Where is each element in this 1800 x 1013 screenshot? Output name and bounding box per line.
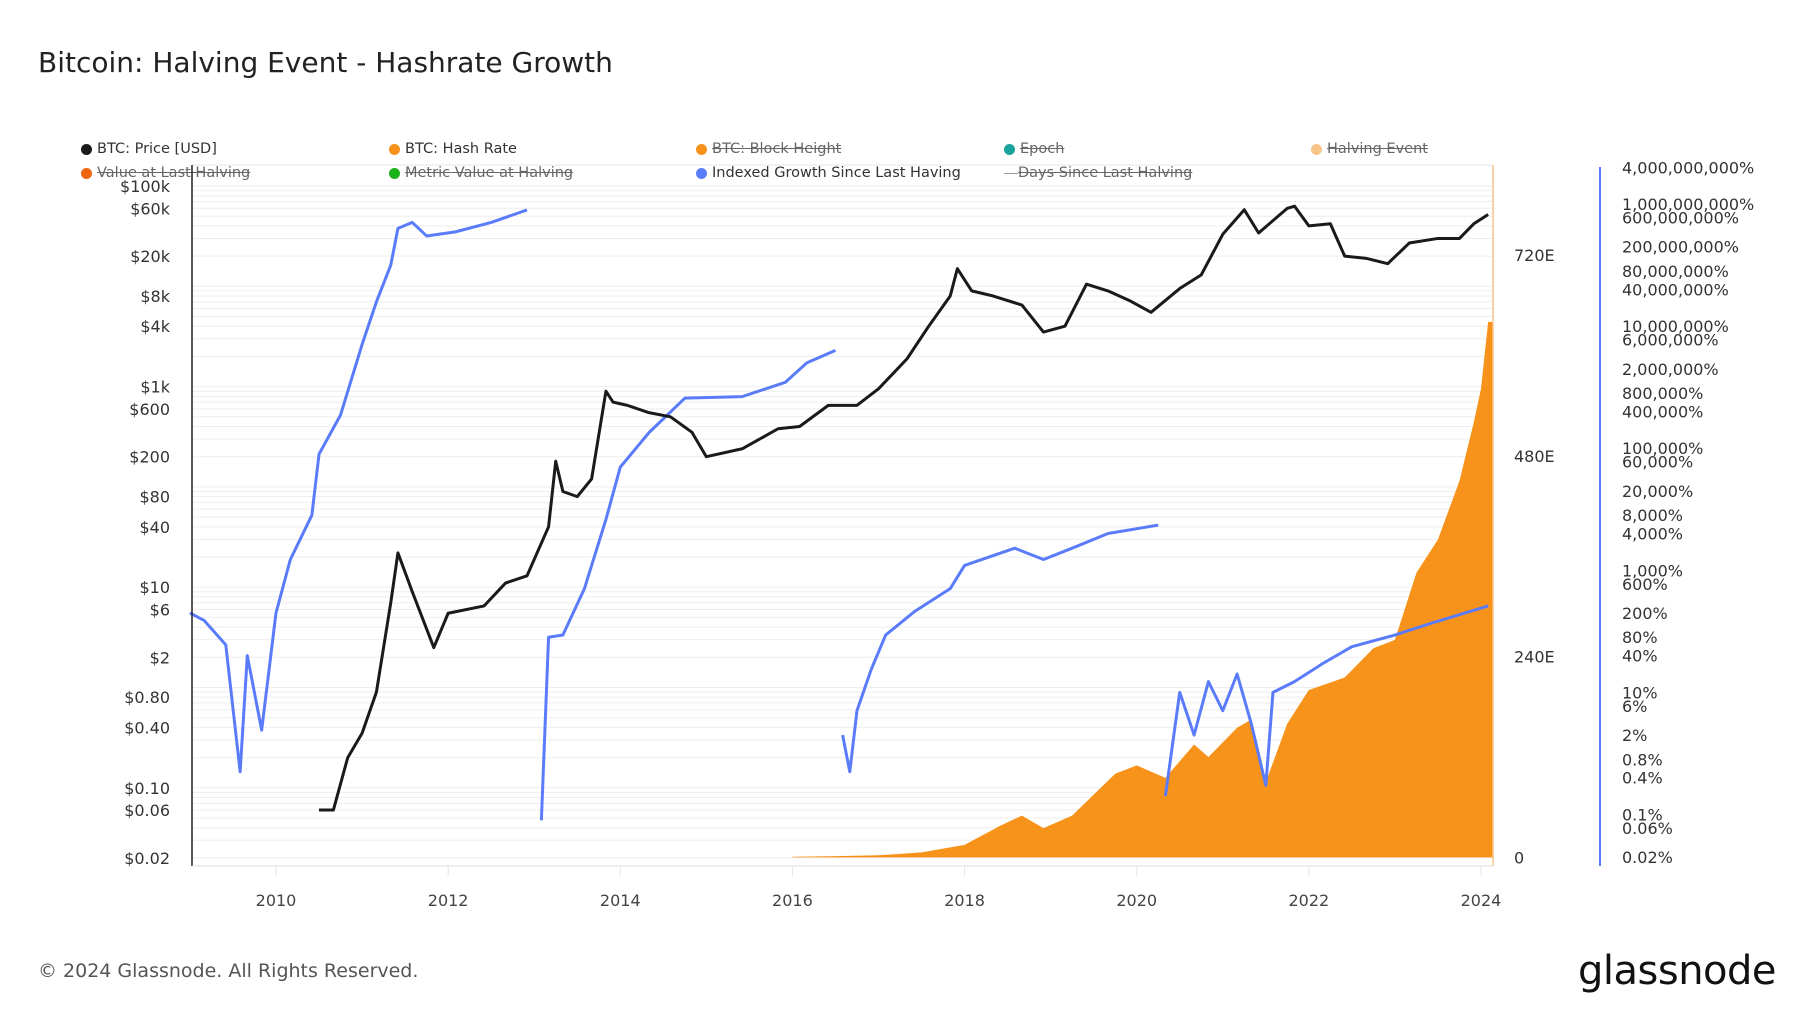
- indexed-growth-tick-label: 40%: [1622, 647, 1658, 666]
- legend-dot-icon: [81, 167, 92, 179]
- price-tick-label: $10: [139, 578, 170, 597]
- hash-rate-area: [792, 321, 1493, 858]
- legend-dot-icon: [1311, 143, 1322, 155]
- hash-rate-tick-label: 480E: [1514, 447, 1555, 466]
- indexed-growth-tick-label: 4,000%: [1622, 525, 1683, 544]
- indexed-growth-tick-label: 20,000%: [1622, 482, 1693, 501]
- indexed-growth-tick-label: 1,000%: [1622, 561, 1683, 580]
- indexed-growth-tick-label: 0.06%: [1622, 819, 1673, 838]
- btc-price-line: [319, 204, 1489, 812]
- legend-dot-icon: [696, 143, 707, 155]
- indexed-growth-tick-label: 800,000%: [1622, 384, 1703, 403]
- legend-label: Halving Event: [1327, 141, 1428, 157]
- hash-rate-tick-label: 720E: [1514, 246, 1555, 265]
- legend-dot-icon: [696, 167, 707, 179]
- price-tick-label: $80: [139, 488, 170, 507]
- legend-dot-icon: [389, 167, 400, 179]
- indexed-growth-tick-label: 60,000%: [1622, 453, 1693, 472]
- x-tick-label: 2022: [1288, 891, 1329, 910]
- legend-label: Value at Last Halving: [97, 165, 251, 181]
- indexed-growth-tick-label: 100,000%: [1622, 439, 1703, 458]
- price-tick-label: $2: [150, 648, 170, 667]
- chart-title: Bitcoin: Halving Event - Hashrate Growth: [38, 46, 613, 79]
- indexed-growth-tick-label: 600,000,000%: [1622, 209, 1739, 228]
- indexed-growth-tick-label: 0.4%: [1622, 769, 1663, 788]
- legend-item[interactable]: Epoch: [1004, 141, 1064, 157]
- indexed-growth-tick-label: 10,000,000%: [1622, 317, 1729, 336]
- legend-dot-icon: [389, 143, 400, 155]
- price-tick-label: $100k: [120, 177, 171, 196]
- price-tick-label: $6: [150, 600, 170, 619]
- indexed-growth-tick-label: 6%: [1622, 697, 1647, 716]
- indexed-growth-tick-label: 0.1%: [1622, 805, 1663, 824]
- legend-item[interactable]: Indexed Growth Since Last Having: [696, 165, 961, 181]
- price-tick-label: $0.06: [124, 801, 170, 820]
- price-tick-label: $8k: [140, 287, 170, 306]
- price-tick-label: $600: [129, 400, 170, 419]
- indexed-growth-tick-label: 2,000,000%: [1622, 360, 1719, 379]
- legend-item[interactable]: Halving Event: [1311, 141, 1428, 157]
- legend-label: BTC: Price [USD]: [97, 141, 217, 157]
- legend-item[interactable]: BTC: Block Height: [696, 141, 841, 157]
- x-tick-label: 2020: [1116, 891, 1157, 910]
- legend-item[interactable]: BTC: Hash Rate: [389, 141, 517, 157]
- price-tick-label: $200: [129, 448, 170, 467]
- x-tick-label: 2014: [600, 891, 641, 910]
- price-tick-label: $4k: [140, 317, 170, 336]
- indexed-growth-tick-label: 8,000%: [1622, 506, 1683, 525]
- legend-label: Metric Value at Halving: [405, 165, 574, 181]
- x-tick-label: 2010: [256, 891, 297, 910]
- x-tick-label: 2018: [944, 891, 985, 910]
- legend-label: BTC: Block Height: [712, 141, 842, 157]
- x-tick-label: 2016: [772, 891, 813, 910]
- glassnode-logo: glassnode: [1578, 948, 1777, 994]
- price-tick-label: $0.40: [124, 718, 170, 737]
- indexed-growth-tick-label: 80,000,000%: [1622, 262, 1729, 281]
- indexed-growth-tick-label: 80%: [1622, 628, 1658, 647]
- indexed-growth-line-epoch-1: [189, 208, 528, 774]
- indexed-growth-tick-label: 0.02%: [1622, 848, 1673, 867]
- legend-label: BTC: Hash Rate: [405, 141, 517, 157]
- legend-dot-icon: [1004, 143, 1015, 155]
- indexed-growth-tick-label: 200,000,000%: [1622, 238, 1739, 257]
- price-tick-label: $0.10: [124, 779, 170, 798]
- x-tick-label: 2024: [1461, 891, 1502, 910]
- legend-dot-icon: [81, 143, 92, 155]
- indexed-growth-line-epoch-4: [1163, 604, 1489, 797]
- indexed-growth-tick-label: 200%: [1622, 604, 1668, 623]
- price-tick-label: $40: [139, 518, 170, 537]
- legend-label: Epoch: [1020, 141, 1065, 157]
- indexed-growth-tick-label: 1,000,000,000%: [1622, 195, 1754, 214]
- copyright-footer: © 2024 Glassnode. All Rights Reserved.: [38, 960, 419, 982]
- price-tick-label: $0.80: [124, 688, 170, 707]
- hash-rate-tick-label: 240E: [1514, 648, 1555, 667]
- legend-item[interactable]: Value at Last Halving: [81, 165, 250, 181]
- price-tick-label: $1k: [140, 378, 170, 397]
- legend-label: Indexed Growth Since Last Having: [712, 165, 961, 181]
- indexed-growth-tick-label: 600%: [1622, 575, 1668, 594]
- indexed-growth-tick-label: 40,000,000%: [1622, 280, 1729, 299]
- indexed-growth-tick-label: 10%: [1622, 683, 1658, 702]
- indexed-growth-tick-label: 6,000,000%: [1622, 331, 1719, 350]
- price-tick-label: $0.02: [124, 849, 170, 868]
- indexed-growth-tick-label: 2%: [1622, 726, 1647, 745]
- indexed-growth-line-epoch-3: [841, 523, 1159, 774]
- indexed-growth-tick-label: 400,000%: [1622, 402, 1703, 421]
- legend-item[interactable]: Days Since Last Halving: [1004, 165, 1192, 181]
- x-tick-label: 2012: [428, 891, 469, 910]
- hash-rate-tick-label: 0: [1514, 848, 1524, 867]
- legend-label: Days Since Last Halving: [1018, 165, 1193, 181]
- indexed-growth-tick-label: 0.8%: [1622, 750, 1663, 769]
- legend-item[interactable]: Metric Value at Halving: [389, 165, 573, 181]
- indexed-growth-tick-label: 4,000,000,000%: [1622, 158, 1754, 177]
- legend-line-marker-icon: [1004, 172, 1018, 174]
- price-tick-label: $20k: [130, 247, 171, 266]
- price-tick-label: $60k: [130, 199, 171, 218]
- legend-item[interactable]: BTC: Price [USD]: [81, 141, 217, 157]
- indexed-growth-line-epoch-2: [539, 349, 837, 821]
